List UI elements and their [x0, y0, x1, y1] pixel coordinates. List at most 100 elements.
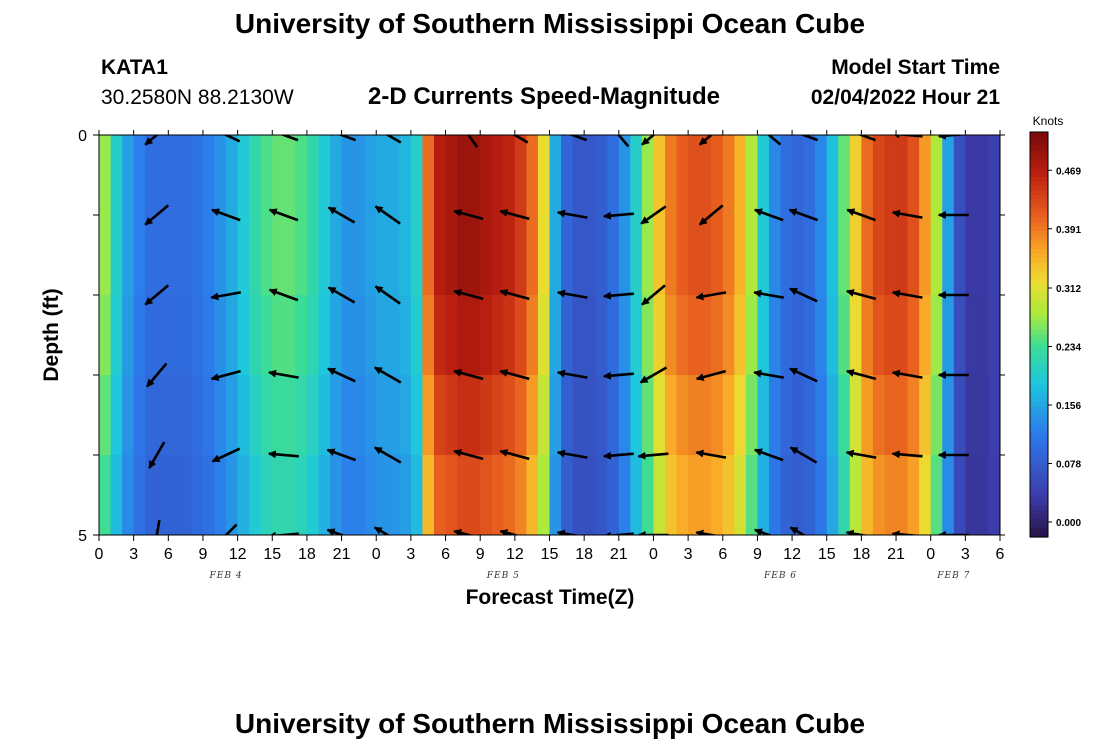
- x-tick-label: 12: [506, 546, 524, 563]
- heatmap-cell: [572, 215, 585, 296]
- colorbar-unit: Knots: [1033, 114, 1064, 128]
- colorbar-segment: [1030, 339, 1048, 345]
- y-axis-title: Depth (ft): [40, 288, 63, 381]
- heatmap-cell: [202, 135, 216, 216]
- colorbar-segment: [1030, 420, 1048, 426]
- colorbar-segment: [1030, 348, 1048, 354]
- heatmap-cell: [133, 375, 146, 456]
- heatmap-cell: [792, 455, 805, 535]
- heatmap-cell: [491, 375, 504, 456]
- heatmap-cell: [387, 455, 400, 535]
- heatmap-cell: [364, 375, 377, 456]
- colorbar-frame: [1029, 131, 1049, 538]
- colorbar-segment: [1030, 492, 1048, 498]
- heatmap-cell: [399, 295, 412, 376]
- current-vector: [845, 529, 869, 535]
- heatmap-cell: [618, 135, 631, 216]
- colorbar-segment: [1030, 397, 1048, 403]
- heatmap-cell: [965, 455, 978, 535]
- heatmap-cell: [306, 295, 320, 376]
- x-tick-label: 15: [818, 546, 836, 563]
- heatmap-cell: [410, 135, 424, 216]
- heatmap-cell: [815, 455, 828, 535]
- colorbar-segment: [1030, 262, 1048, 268]
- heatmap-cell: [607, 455, 620, 535]
- current-vector: [753, 448, 784, 462]
- current-vector: [556, 289, 588, 299]
- heatmap-cell: [618, 215, 631, 296]
- current-vector: [789, 367, 818, 383]
- colorbar-segment: [1030, 240, 1048, 246]
- heatmap-cell: [919, 455, 932, 535]
- heatmap-cell: [526, 135, 539, 216]
- heatmap-cell: [433, 215, 447, 296]
- heatmap-cell: [364, 215, 377, 296]
- heatmap-cell: [468, 455, 481, 535]
- heatmap-cell: [815, 135, 828, 216]
- heatmap-cell: [168, 135, 181, 216]
- heatmap-cell: [341, 135, 354, 216]
- heatmap-cell: [445, 455, 458, 535]
- heatmap-cell: [688, 375, 701, 456]
- heatmap-cell: [919, 375, 932, 456]
- heatmap-cell: [133, 455, 146, 535]
- current-vector: [556, 369, 588, 379]
- colorbar-segment: [1030, 199, 1048, 205]
- heatmap-cell: [133, 135, 146, 216]
- heatmap-cell: [618, 375, 631, 456]
- colorbar-segment: [1030, 469, 1048, 475]
- current-vector: [695, 529, 719, 535]
- heatmap-cell: [711, 295, 724, 376]
- heatmap-cell: [872, 295, 886, 376]
- heatmap-cell: [815, 215, 828, 296]
- colorbar-segment: [1030, 168, 1048, 174]
- current-vector: [210, 291, 242, 301]
- heatmap-cell: [653, 215, 666, 296]
- heatmap-cell: [872, 375, 886, 456]
- colorbar-segment: [1030, 244, 1048, 250]
- current-vector: [373, 366, 402, 384]
- heatmap-cell: [260, 135, 273, 216]
- x-tick-label: 6: [441, 546, 450, 563]
- current-vector: [144, 204, 170, 226]
- heatmap-cell: [919, 295, 932, 376]
- x-tick-label: 0: [95, 546, 104, 563]
- colorbar-segment: [1030, 388, 1048, 394]
- heatmap-cell: [861, 455, 874, 535]
- x-tick-label: 21: [333, 546, 351, 563]
- heatmap-cell: [780, 375, 793, 456]
- heatmap-cell: [445, 215, 458, 296]
- heatmap-cell: [537, 135, 551, 216]
- x-tick-label: 21: [887, 546, 905, 563]
- heatmap-cell: [561, 455, 574, 535]
- heatmap-cell: [457, 375, 470, 456]
- heatmap-cell: [99, 135, 112, 216]
- heatmap-cell: [722, 295, 735, 376]
- heatmap-cell: [734, 375, 747, 456]
- heatmap-cell: [549, 295, 562, 376]
- heatmap-cell: [745, 215, 759, 296]
- heatmap-cell: [780, 455, 793, 535]
- current-vector: [467, 135, 479, 149]
- heatmap-cell: [630, 135, 643, 216]
- station-coords: 30.2580N 88.2130W: [101, 86, 294, 109]
- colorbar-segment: [1030, 379, 1048, 385]
- heatmap-cell: [330, 455, 343, 535]
- heatmap-cell: [537, 375, 551, 456]
- heatmap-cell: [711, 375, 724, 456]
- heatmap-cell: [803, 455, 816, 535]
- heatmap-cell: [780, 135, 793, 216]
- heatmap-cell: [953, 455, 966, 535]
- heatmap-cell: [399, 135, 412, 216]
- heatmap-cell: [872, 455, 886, 535]
- current-vector: [268, 208, 299, 222]
- current-vector: [753, 369, 784, 379]
- heatmap-cell: [410, 215, 424, 296]
- heatmap-cell: [595, 295, 608, 376]
- heatmap-cell: [156, 215, 169, 296]
- heatmap-cell: [353, 215, 366, 296]
- heatmap-cell: [226, 375, 239, 456]
- heatmap-cell: [665, 295, 678, 376]
- heatmap-cell: [318, 135, 331, 216]
- heatmap-cell: [699, 295, 712, 376]
